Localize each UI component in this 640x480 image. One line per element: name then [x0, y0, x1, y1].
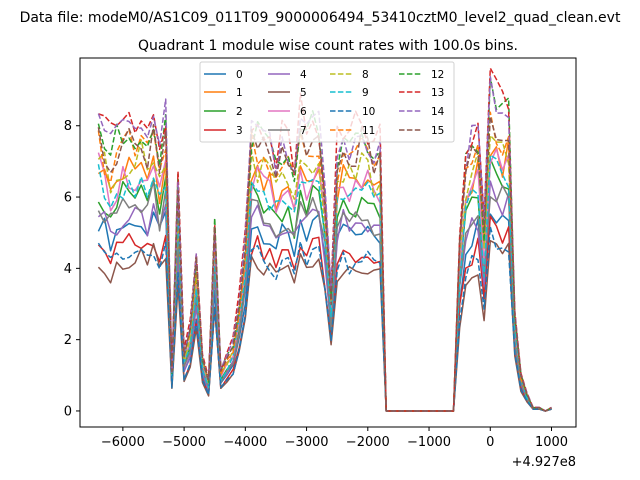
legend-frame	[199, 61, 455, 143]
x-tick-label: −3000	[285, 435, 329, 450]
y-axis: 0 2 4 6 8	[64, 119, 80, 419]
x-tick-label: −1000	[407, 435, 451, 450]
series-15-line	[97, 115, 552, 412]
x-offset-label: +4.927e8	[512, 455, 576, 470]
legend-label-0: 0	[236, 69, 243, 81]
legend-label-10: 10	[362, 106, 375, 118]
y-tick-label: 6	[64, 191, 72, 206]
x-tick-label: −4000	[223, 435, 267, 450]
legend-label-13: 13	[431, 87, 444, 99]
legend-label-12: 12	[431, 69, 444, 81]
legend-label-1: 1	[236, 87, 243, 99]
legend-label-9: 9	[362, 87, 369, 99]
legend-label-3: 3	[236, 125, 243, 137]
series-10-line	[97, 226, 552, 412]
legend-label-6: 6	[300, 106, 307, 118]
legend-label-7: 7	[300, 125, 307, 137]
x-tick-label: −5000	[162, 435, 206, 450]
x-tick-label: −2000	[346, 435, 390, 450]
legend-label-8: 8	[362, 69, 369, 81]
legend-label-14: 14	[431, 106, 445, 118]
x-axis: −6000 −5000 −4000 −3000 −2000 −1000 0 1000	[101, 427, 568, 450]
legend-label-15: 15	[431, 125, 444, 137]
chart-title: Quadrant 1 module wise count rates with …	[138, 38, 518, 54]
y-tick-label: 2	[64, 333, 72, 348]
y-tick-label: 8	[64, 119, 72, 134]
y-tick-label: 4	[64, 262, 72, 277]
series-layer	[97, 67, 552, 412]
legend-label-4: 4	[300, 69, 307, 81]
plot-frame	[79, 57, 577, 428]
legend-label-5: 5	[300, 87, 307, 99]
x-tick-label: 1000	[535, 435, 568, 450]
x-tick-label: 0	[486, 435, 494, 450]
x-tick-label: −6000	[101, 435, 145, 450]
suptitle: Data file: modeM0/AS1C09_011T09_90000064…	[20, 10, 621, 26]
y-tick-label: 0	[64, 404, 72, 419]
legend-label-2: 2	[236, 106, 243, 118]
legend-label-11: 11	[362, 125, 375, 137]
